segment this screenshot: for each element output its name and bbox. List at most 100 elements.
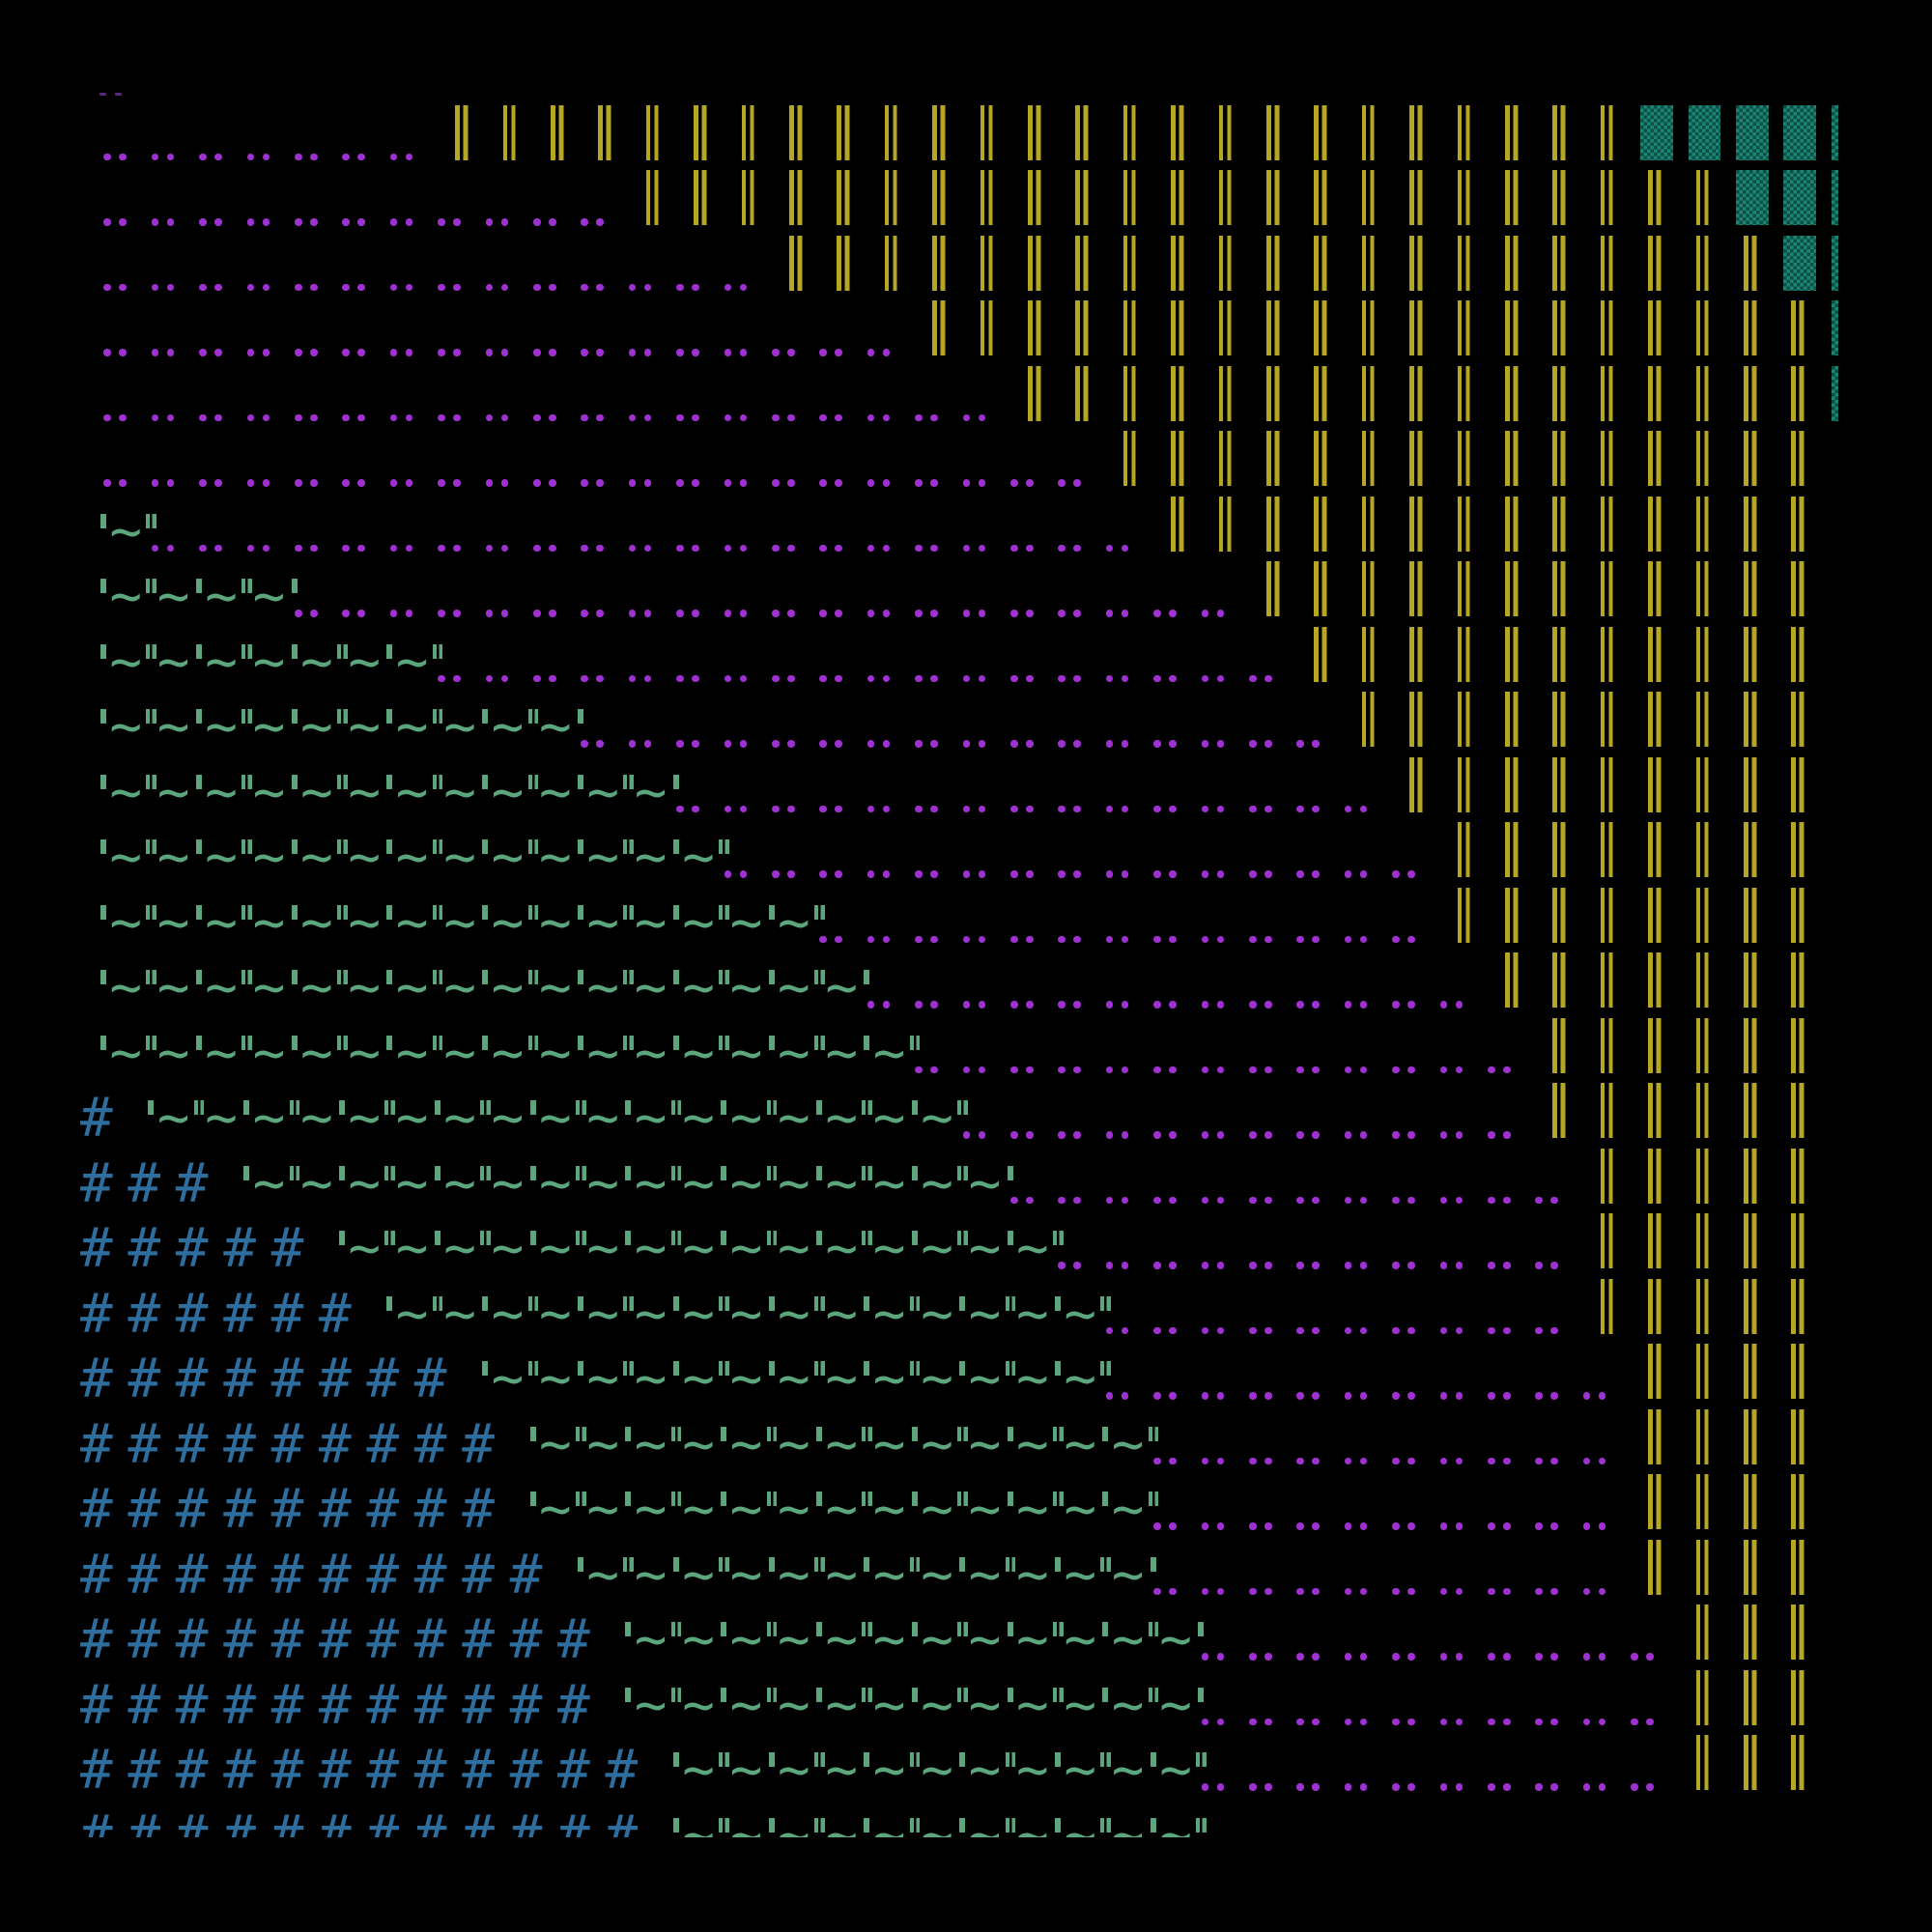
quote-single-glyph bbox=[1007, 1622, 1013, 1636]
dot-pair-glyph bbox=[676, 479, 684, 487]
dot-pair-glyph bbox=[438, 218, 445, 226]
quote-double-glyph bbox=[862, 1492, 872, 1506]
dot-pair-glyph bbox=[485, 349, 494, 356]
dot-pair-glyph bbox=[1153, 1457, 1161, 1464]
dot-pair-glyph bbox=[915, 1065, 923, 1073]
dot-pair-glyph bbox=[1392, 1196, 1400, 1204]
quote-double-glyph bbox=[242, 904, 252, 920]
dot-pair-glyph bbox=[676, 674, 684, 682]
quote-double-glyph bbox=[766, 1492, 778, 1506]
dot-pair-glyph bbox=[1105, 740, 1114, 748]
shade-block-glyph bbox=[1783, 104, 1816, 160]
dot-pair-glyph bbox=[1392, 1326, 1400, 1334]
dot-pair-glyph bbox=[1249, 805, 1257, 812]
quote-single-glyph bbox=[816, 1622, 822, 1636]
quote-single-glyph bbox=[482, 970, 489, 984]
double-bar-glyph bbox=[1505, 822, 1510, 877]
dot-pair-glyph bbox=[246, 479, 255, 487]
dot-pair-glyph bbox=[1201, 1001, 1209, 1009]
dot-pair-glyph bbox=[1249, 1587, 1257, 1595]
double-bar-glyph bbox=[1791, 952, 1796, 1008]
quote-double-glyph bbox=[242, 839, 252, 854]
quote-single-glyph bbox=[672, 839, 679, 854]
dot-pair-glyph bbox=[1392, 1131, 1400, 1139]
dot-pair-glyph bbox=[199, 153, 207, 160]
quote-double-glyph bbox=[957, 1492, 968, 1506]
dot-pair-glyph bbox=[295, 479, 302, 487]
double-bar-glyph bbox=[1695, 756, 1701, 812]
double-bar-glyph bbox=[1075, 170, 1080, 225]
dot-pair-glyph bbox=[867, 479, 875, 487]
dot-pair-glyph bbox=[438, 349, 445, 356]
dot-pair-glyph bbox=[962, 413, 971, 421]
double-bar-glyph bbox=[1600, 887, 1605, 943]
quote-single-glyph bbox=[386, 709, 393, 724]
double-bar-glyph bbox=[1457, 235, 1463, 291]
dot-pair-glyph bbox=[533, 544, 541, 552]
dot-pair-glyph bbox=[581, 544, 588, 552]
double-bar-glyph bbox=[1744, 1539, 1748, 1595]
double-bar-glyph bbox=[1505, 692, 1510, 747]
dot-pair-glyph bbox=[915, 413, 923, 421]
quote-double-glyph bbox=[1005, 1556, 1016, 1572]
dot-pair-glyph bbox=[1201, 740, 1209, 748]
dot-pair-glyph bbox=[1488, 1522, 1495, 1530]
quote-single-glyph bbox=[816, 1426, 822, 1441]
quote-double-glyph bbox=[719, 1817, 729, 1833]
shade-sliver-glyph bbox=[1831, 300, 1838, 355]
double-bar-glyph bbox=[1791, 1474, 1796, 1529]
quote-double-glyph bbox=[337, 774, 348, 789]
shade-block-glyph bbox=[1736, 104, 1769, 160]
quote-double-glyph bbox=[1053, 1231, 1064, 1245]
quote-single-glyph bbox=[625, 1426, 632, 1441]
quote-single-glyph bbox=[721, 1492, 727, 1506]
quote-double-glyph bbox=[957, 1687, 968, 1702]
double-bar-glyph bbox=[1314, 104, 1319, 160]
double-bar-glyph bbox=[1695, 496, 1701, 552]
double-bar-glyph bbox=[1791, 822, 1796, 877]
dot-pair-glyph bbox=[962, 544, 971, 552]
dot-pair-glyph bbox=[676, 544, 684, 552]
dot-pair-glyph bbox=[1631, 1718, 1638, 1725]
dot-pair-glyph bbox=[819, 870, 827, 878]
quote-double-glyph bbox=[862, 1426, 872, 1441]
double-bar-glyph bbox=[1314, 300, 1319, 355]
double-bar-glyph bbox=[1744, 626, 1748, 682]
double-bar-glyph bbox=[1505, 887, 1510, 943]
dot-pair-glyph bbox=[1153, 870, 1161, 878]
quote-double-glyph bbox=[432, 904, 443, 920]
quote-double-glyph bbox=[623, 970, 634, 984]
dot-pair-glyph bbox=[1631, 1783, 1638, 1791]
quote-single-glyph bbox=[768, 1752, 775, 1767]
quote-double-glyph bbox=[862, 1100, 872, 1115]
quote-single-glyph bbox=[672, 1361, 679, 1376]
double-bar-glyph bbox=[1075, 365, 1080, 421]
quote-single-glyph bbox=[243, 1100, 250, 1115]
quote-double-glyph bbox=[670, 1622, 682, 1636]
dot-pair-glyph bbox=[1535, 1587, 1543, 1595]
dot-pair-glyph bbox=[295, 153, 302, 160]
double-bar-glyph bbox=[1744, 756, 1748, 812]
quote-single-glyph bbox=[578, 709, 583, 724]
dot-pair-glyph bbox=[1488, 1131, 1495, 1139]
dot-pair-glyph bbox=[151, 349, 159, 356]
double-bar-glyph bbox=[502, 104, 508, 160]
dot-pair-glyph bbox=[342, 153, 350, 160]
double-bar-glyph bbox=[1218, 104, 1224, 160]
dot-pair-glyph bbox=[962, 870, 971, 878]
dot-pair-glyph bbox=[1344, 1392, 1352, 1400]
dot-pair-glyph bbox=[533, 610, 541, 617]
quote-single-glyph bbox=[529, 1231, 536, 1245]
dot-pair-glyph bbox=[1249, 935, 1257, 943]
double-bar-glyph bbox=[1361, 626, 1367, 682]
dot-pair-glyph bbox=[389, 349, 398, 356]
quote-single-glyph bbox=[578, 970, 583, 984]
dot-pair-glyph bbox=[1535, 1196, 1543, 1204]
quote-double-glyph bbox=[957, 1231, 968, 1245]
quote-single-glyph bbox=[1007, 1165, 1013, 1180]
double-bar-glyph bbox=[1695, 1083, 1701, 1138]
quote-double-glyph bbox=[1100, 1752, 1111, 1767]
dot-pair-glyph bbox=[1010, 1131, 1018, 1139]
double-bar-glyph bbox=[1505, 756, 1510, 812]
double-bar-glyph bbox=[1791, 1669, 1796, 1725]
